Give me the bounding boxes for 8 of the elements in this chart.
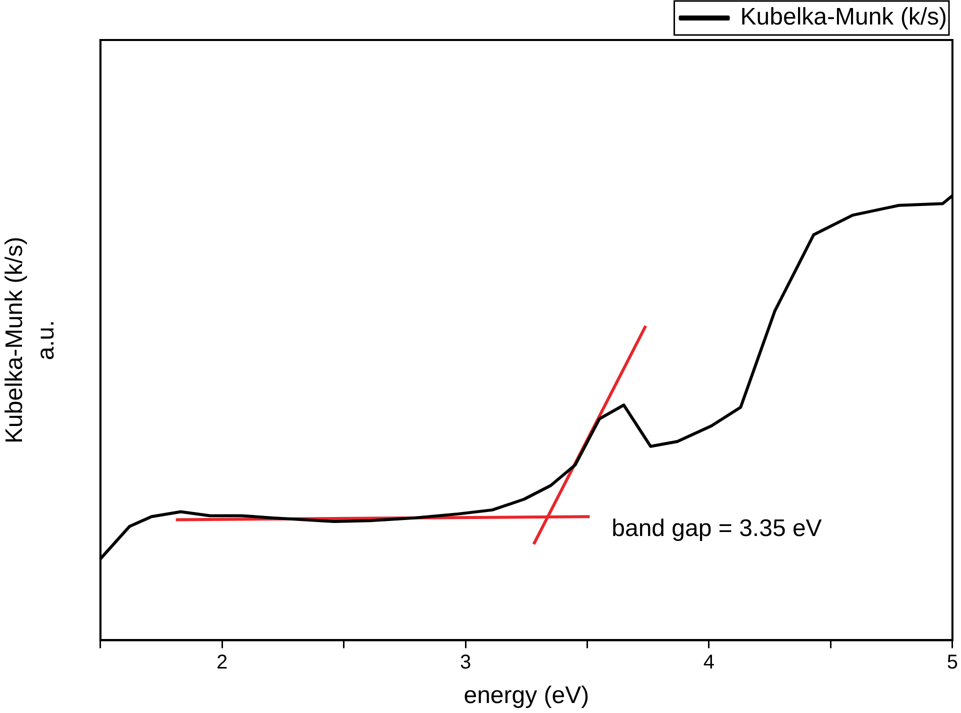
x-tick-label: 4 bbox=[703, 652, 715, 674]
legend-label: Kubelka-Munk (k/s) bbox=[740, 4, 948, 31]
x-axis-title: energy (eV) bbox=[464, 682, 590, 710]
annotation: band gap = 3.35 eV bbox=[612, 514, 822, 542]
x-tick-label: 3 bbox=[460, 652, 472, 674]
x-tick-label: 5 bbox=[946, 652, 958, 674]
y-axis-title: Kubelka-Munk (k/s) a.u. bbox=[1, 236, 60, 444]
x-tick-label: 2 bbox=[216, 652, 228, 674]
